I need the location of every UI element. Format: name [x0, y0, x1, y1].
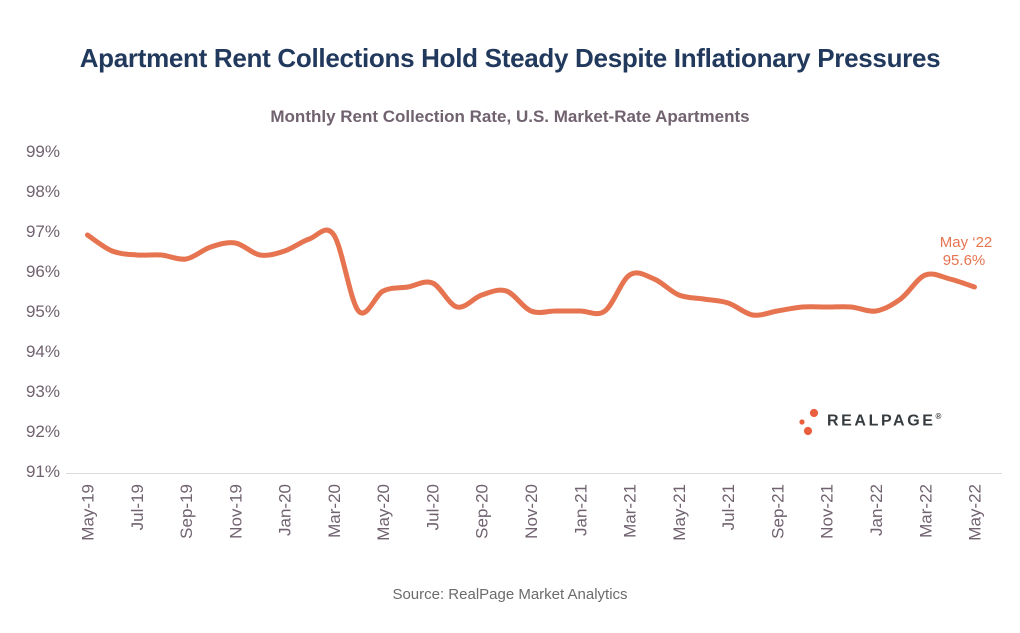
- y-axis-tick-label: 93%: [26, 382, 60, 401]
- x-axis-tick-label: May-21: [670, 484, 689, 541]
- y-axis-tick-label: 98%: [26, 182, 60, 201]
- x-axis-tick-label: Jan-22: [867, 484, 886, 536]
- annotation-month-label: May ‘22: [940, 234, 993, 251]
- x-axis-tick-label: Nov-20: [522, 484, 541, 539]
- y-axis-tick-label: 97%: [26, 222, 60, 241]
- source-attribution: Source: RealPage Market Analytics: [392, 586, 628, 603]
- y-axis-tick-label: 92%: [26, 422, 60, 441]
- registered-trademark-symbol: ®: [935, 411, 942, 421]
- y-axis-tick-label: 91%: [26, 462, 60, 481]
- logo-dot: [803, 426, 813, 436]
- y-axis-tick-label: 96%: [26, 262, 60, 281]
- rent-collection-rate-line: [85, 227, 977, 318]
- x-axis-tick-label: Nov-21: [818, 484, 837, 539]
- x-axis-tick-label: May-20: [374, 484, 393, 541]
- x-axis-tick-label: Sep-20: [473, 484, 492, 539]
- y-axis-tick-label: 94%: [26, 342, 60, 361]
- x-axis-tick-label: May-19: [79, 484, 98, 541]
- x-axis-tick-label: Jan-21: [571, 484, 590, 536]
- x-axis-tick-label: Jul-19: [128, 484, 147, 530]
- realpage-logo-text: REALPAGE®: [827, 411, 942, 430]
- chart-title: Apartment Rent Collections Hold Steady D…: [79, 43, 941, 73]
- logo-dot: [799, 419, 805, 425]
- x-axis-tick-label: Jan-20: [276, 484, 295, 536]
- chart-subtitle: Monthly Rent Collection Rate, U.S. Marke…: [270, 107, 750, 126]
- x-axis-tick-label: Nov-19: [226, 484, 245, 539]
- x-axis-tick-label: Mar-20: [325, 484, 344, 538]
- y-axis-tick-label: 95%: [26, 302, 60, 321]
- x-axis-tick-label: Jul-20: [423, 484, 442, 530]
- y-axis-tick-label: 99%: [26, 142, 60, 161]
- annotation-value-label: 95.6%: [943, 252, 986, 269]
- x-axis-tick-label: Jul-21: [719, 484, 738, 530]
- x-axis-tick-label: Mar-21: [621, 484, 640, 538]
- logo-dot: [809, 408, 819, 418]
- realpage-logo: REALPAGE®: [794, 405, 941, 437]
- x-axis-tick-label: May-22: [966, 484, 985, 541]
- x-axis-tick-label: Sep-21: [768, 484, 787, 539]
- realpage-logo-dots-icon: [799, 408, 819, 436]
- x-axis-tick-label: Mar-22: [916, 484, 935, 538]
- x-axis-tick-label: Sep-19: [177, 484, 196, 539]
